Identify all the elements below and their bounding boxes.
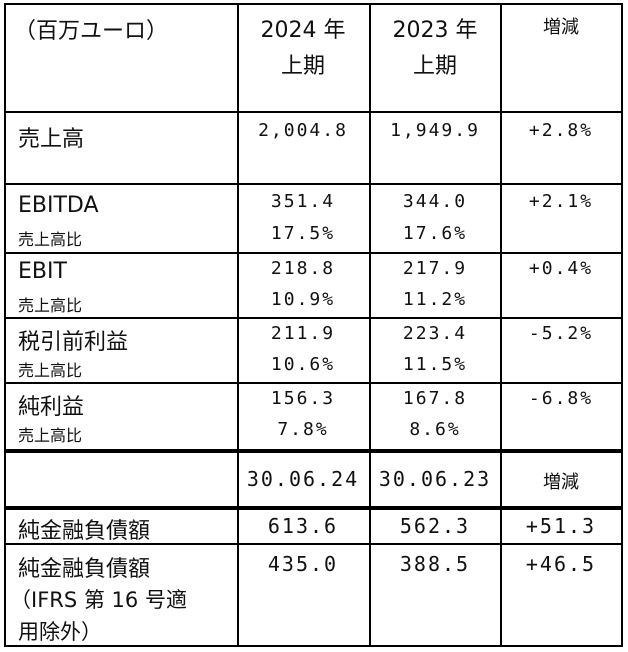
col-2023-date-header: 30.06.23 (378, 467, 492, 491)
column-divider (500, 3, 502, 647)
cell-change: +2.1% (528, 191, 594, 212)
unit-label: （百万ユーロ） (14, 19, 169, 44)
cell-2023-ratio: 8.6% (409, 419, 461, 440)
cell-2024: 218.8 (270, 258, 336, 279)
col-2023-header-line1: 2023 年 (392, 18, 478, 43)
cell-2024: 2,004.8 (258, 120, 348, 141)
col-2023-header-line2: 上期 (412, 54, 458, 79)
row-label-revenue: 売上高 (18, 127, 85, 152)
cell-2023: 217.9 (402, 258, 468, 279)
row-divider (4, 382, 623, 384)
table-border-top (4, 3, 623, 5)
row-label-net-financial-debt-ifrs16-line1: 純金融負債額 (18, 557, 151, 582)
column-divider (369, 3, 371, 647)
cell-2024-ratio: 10.6% (270, 354, 336, 375)
row-divider (4, 111, 623, 113)
row-sublabel-ratio: 売上高比 (18, 361, 83, 380)
financial-table: （百万ユーロ） 2024 年 上期 2023 年 上期 増減 売上高 2,004… (4, 3, 623, 647)
cell-2024-ratio: 7.8% (277, 419, 329, 440)
row-label-net-financial-debt-ifrs16-line2: （IFRS 第 16 号適 (10, 588, 187, 612)
table-border-bottom (4, 645, 623, 647)
row-label-ebitda: EBITDA (18, 193, 99, 218)
table-border-right (621, 3, 623, 647)
cell-2023: 344.0 (402, 191, 468, 212)
cell-2024-ratio: 17.5% (270, 223, 336, 244)
cell-2024-ratio: 10.9% (270, 289, 336, 310)
cell-2024: 613.6 (267, 514, 339, 538)
column-divider (237, 3, 239, 647)
row-sublabel-ratio: 売上高比 (18, 230, 83, 249)
cell-2023-ratio: 11.5% (402, 354, 468, 375)
col-2024-header-line2: 上期 (280, 54, 326, 79)
cell-change: +51.3 (525, 514, 597, 538)
row-divider (4, 183, 623, 185)
col-2024-date-header: 30.06.24 (246, 467, 360, 491)
row-label-net-financial-debt-ifrs16-line3: 用除外） (18, 620, 102, 644)
cell-change: +2.8% (528, 120, 594, 141)
cell-change: -5.2% (528, 323, 594, 344)
row-sublabel-ratio: 売上高比 (18, 426, 83, 445)
cell-2023: 223.4 (402, 323, 468, 344)
row-divider (4, 543, 623, 545)
col-change-header: 増減 (543, 17, 579, 38)
row-divider (4, 252, 623, 254)
row-divider (4, 317, 623, 319)
cell-2024: 351.4 (270, 191, 336, 212)
cell-2024: 156.3 (270, 388, 336, 409)
row-label-net-financial-debt: 純金融負債額 (18, 519, 151, 544)
cell-2024: 435.0 (267, 552, 339, 576)
cell-2023-ratio: 11.2% (402, 289, 468, 310)
cell-change: +0.4% (528, 258, 594, 279)
row-label-ebit: EBIT (18, 259, 67, 284)
cell-change: +46.5 (525, 552, 597, 576)
cell-2024: 211.9 (270, 323, 336, 344)
row-label-net-profit: 純利益 (18, 395, 85, 420)
cell-2023: 167.8 (402, 388, 468, 409)
row-sublabel-ratio: 売上高比 (18, 296, 83, 315)
cell-2023: 388.5 (399, 552, 471, 576)
cell-2023: 562.3 (399, 514, 471, 538)
col-2024-header-line1: 2024 年 (260, 18, 346, 43)
section-divider-thick (4, 506, 623, 510)
table-border-left (4, 3, 6, 647)
cell-change: -6.8% (528, 388, 594, 409)
row-label-pretax-profit: 税引前利益 (18, 330, 129, 355)
section-divider-thick (4, 449, 623, 453)
col-change-header-2: 増減 (543, 472, 579, 493)
cell-2023-ratio: 17.6% (402, 223, 468, 244)
cell-2023: 1,949.9 (390, 120, 480, 141)
